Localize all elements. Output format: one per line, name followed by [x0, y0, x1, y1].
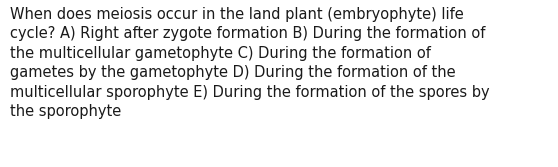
Text: When does meiosis occur in the land plant (embryophyte) life
cycle? A) Right aft: When does meiosis occur in the land plan…: [10, 7, 490, 119]
